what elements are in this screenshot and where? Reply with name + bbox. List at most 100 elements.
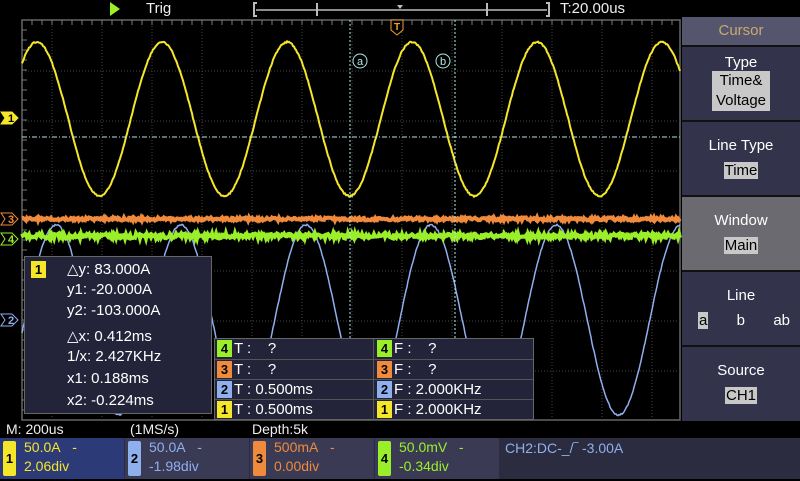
coupling: - xyxy=(459,439,464,455)
coupling: - xyxy=(197,439,202,455)
inverse-x: 1/x: 2.427KHz xyxy=(67,348,161,365)
menu-title: Cursor xyxy=(682,17,800,45)
type-value: Time& Voltage xyxy=(712,71,770,111)
delta-y: △y: 83.000A xyxy=(67,260,150,278)
channel-badge: 3 xyxy=(217,361,232,378)
ch1-waveform xyxy=(22,41,680,196)
frequency-value: F : ? xyxy=(394,340,437,357)
measurement-row: 3T : ? 3 F : ? xyxy=(215,359,533,379)
memory-position-bar[interactable] xyxy=(253,2,550,17)
line-label: Line xyxy=(682,287,800,304)
measurement-panel: 4T : ? 4 F : ? 3 T : ? 3 F : ? 2 T : 0.500ms 2 F :… xyxy=(214,338,534,420)
menu-item-type[interactable]: Type Time& Voltage xyxy=(682,45,800,120)
channel-1-badge: 1 xyxy=(31,261,46,278)
channel-badge: 2 xyxy=(217,381,232,398)
channel-badge: 4 xyxy=(378,441,391,476)
channel-scale: 500mA - xyxy=(274,439,335,455)
channel-scale: 50.0A - xyxy=(149,439,202,455)
menu-item-window[interactable]: Window Main xyxy=(682,195,800,270)
period-value: T : 0.500ms xyxy=(234,401,313,418)
top-bar: Trig T:20.00us xyxy=(0,0,680,20)
channel-scale: 50.0A - xyxy=(24,439,77,455)
frequency-cell: 3F : ? xyxy=(377,361,437,378)
x2-value: x2: -0.224ms xyxy=(67,392,154,409)
period-cell: 4T : ? xyxy=(217,340,276,357)
period-cell: 2T : 0.500ms xyxy=(217,381,313,398)
frequency-cell: 2F : 2.000KHz xyxy=(377,381,482,398)
period-value: T : ? xyxy=(234,340,276,357)
line-type-value: Time xyxy=(724,162,759,179)
ch4-waveform xyxy=(22,234,680,239)
channel-badge: 2 xyxy=(128,441,141,476)
channel-scale: 50.0mV - xyxy=(399,439,464,455)
trigger-time-offset: T:20.00us xyxy=(560,0,625,17)
channel-badge: 2 xyxy=(377,381,392,398)
coupling: - xyxy=(330,439,335,455)
channel-2-info[interactable]: 2 50.0A - -1.98div xyxy=(125,438,249,479)
menu-item-line[interactable]: Line a b ab xyxy=(682,270,800,345)
channel-badge: 3 xyxy=(377,361,392,378)
memory-depth: Depth:5k xyxy=(252,421,308,437)
line-type-label: Line Type xyxy=(682,137,800,154)
menu-item-source[interactable]: Source CH1 xyxy=(682,345,800,421)
period-value: T : 0.500ms xyxy=(234,381,313,398)
frequency-value: F : ? xyxy=(394,361,437,378)
channel-offset: -0.34div xyxy=(399,458,449,474)
measurement-row: 4T : ? 4 F : ? xyxy=(215,339,533,359)
run-state-icon xyxy=(110,2,120,16)
y2-value: y2: -103.000A xyxy=(67,302,160,319)
period-cell: 3T : ? xyxy=(217,361,276,378)
period-value: T : ? xyxy=(234,361,276,378)
scale-value: 50.0A xyxy=(149,439,186,455)
window-label: Window xyxy=(682,212,800,229)
y1-value: y1: -20.000A xyxy=(67,281,152,298)
frequency-cell: 1F : 2.000KHz xyxy=(377,401,482,418)
channel-badge: 4 xyxy=(377,340,392,357)
menu-item-line-type[interactable]: Line Type Time xyxy=(682,120,800,195)
cursor-menu: Cursor Type Time& Voltage Line Type Time… xyxy=(682,17,800,421)
ch1-marker-label: 1 xyxy=(8,113,14,125)
source-value: CH1 xyxy=(725,387,757,404)
measurement-row: 2T : 0.500ms 2 F : 2.000KHz xyxy=(215,379,533,399)
scale-value: 500mA xyxy=(274,439,318,455)
frequency-value: F : 2.000KHz xyxy=(394,401,482,418)
ch3-waveform xyxy=(22,218,680,221)
delta-x: △x: 0.412ms xyxy=(67,327,152,345)
frequency-value: F : 2.000KHz xyxy=(394,381,482,398)
channel-badge: 1 xyxy=(3,441,16,476)
channel-1-info[interactable]: 1 50.0A - 2.06div xyxy=(0,438,124,479)
trigger-marker-label: T xyxy=(394,22,400,33)
window-value: Main xyxy=(724,237,759,254)
frequency-cell: 4F : ? xyxy=(377,340,437,357)
channel-offset: -1.98div xyxy=(149,458,199,474)
cursor-readout-panel: 1 △y: 83.000A y1: -20.000A y2: -103.000A… xyxy=(24,256,212,414)
sample-rate: (1MS/s) xyxy=(130,421,179,437)
acquisition-status: M: 200us (1MS/s) Depth:5k xyxy=(0,420,680,438)
measurement-row: 1T : 0.500ms 1 F : 2.000KHz xyxy=(215,399,533,419)
cursor-label: b xyxy=(440,56,446,68)
line-option-b[interactable]: b xyxy=(737,312,745,329)
channel-badge: 1 xyxy=(377,401,392,418)
timebase: M: 200us xyxy=(6,421,64,437)
coupling: - xyxy=(72,439,77,455)
ch2-marker-label: 2 xyxy=(8,315,14,327)
channel-4-info[interactable]: 4 50.0mV - -0.34div xyxy=(375,438,499,479)
channel-info-bar: 1 50.0A -2.06div 2 50.0A - -1.98div 3 500mA -0… xyxy=(0,438,800,479)
channel-3-info[interactable]: 3 500mA -0.00div xyxy=(250,438,374,479)
line-option-a[interactable]: a xyxy=(698,312,708,329)
type-label: Type xyxy=(682,54,800,71)
channel-badge: 3 xyxy=(253,441,266,476)
period-cell: 1T : 0.500ms xyxy=(217,401,313,418)
channel-offset: 2.06div xyxy=(24,458,69,474)
source-label: Source xyxy=(682,362,800,379)
channel-badge: 1 xyxy=(217,401,232,418)
x1-value: x1: 0.188ms xyxy=(67,370,149,387)
ch3-marker-label: 3 xyxy=(8,214,14,226)
scale-value: 50.0mV xyxy=(399,439,447,455)
cursor-label: a xyxy=(357,56,364,68)
channel-offset: 0.00div xyxy=(274,458,319,474)
trigger-status: Trig xyxy=(146,0,171,17)
trigger-info: CH2:DC-_/‾ -3.00A xyxy=(505,440,623,481)
line-option-ab[interactable]: ab xyxy=(773,312,790,329)
ch4-marker-label: 4 xyxy=(8,234,15,246)
